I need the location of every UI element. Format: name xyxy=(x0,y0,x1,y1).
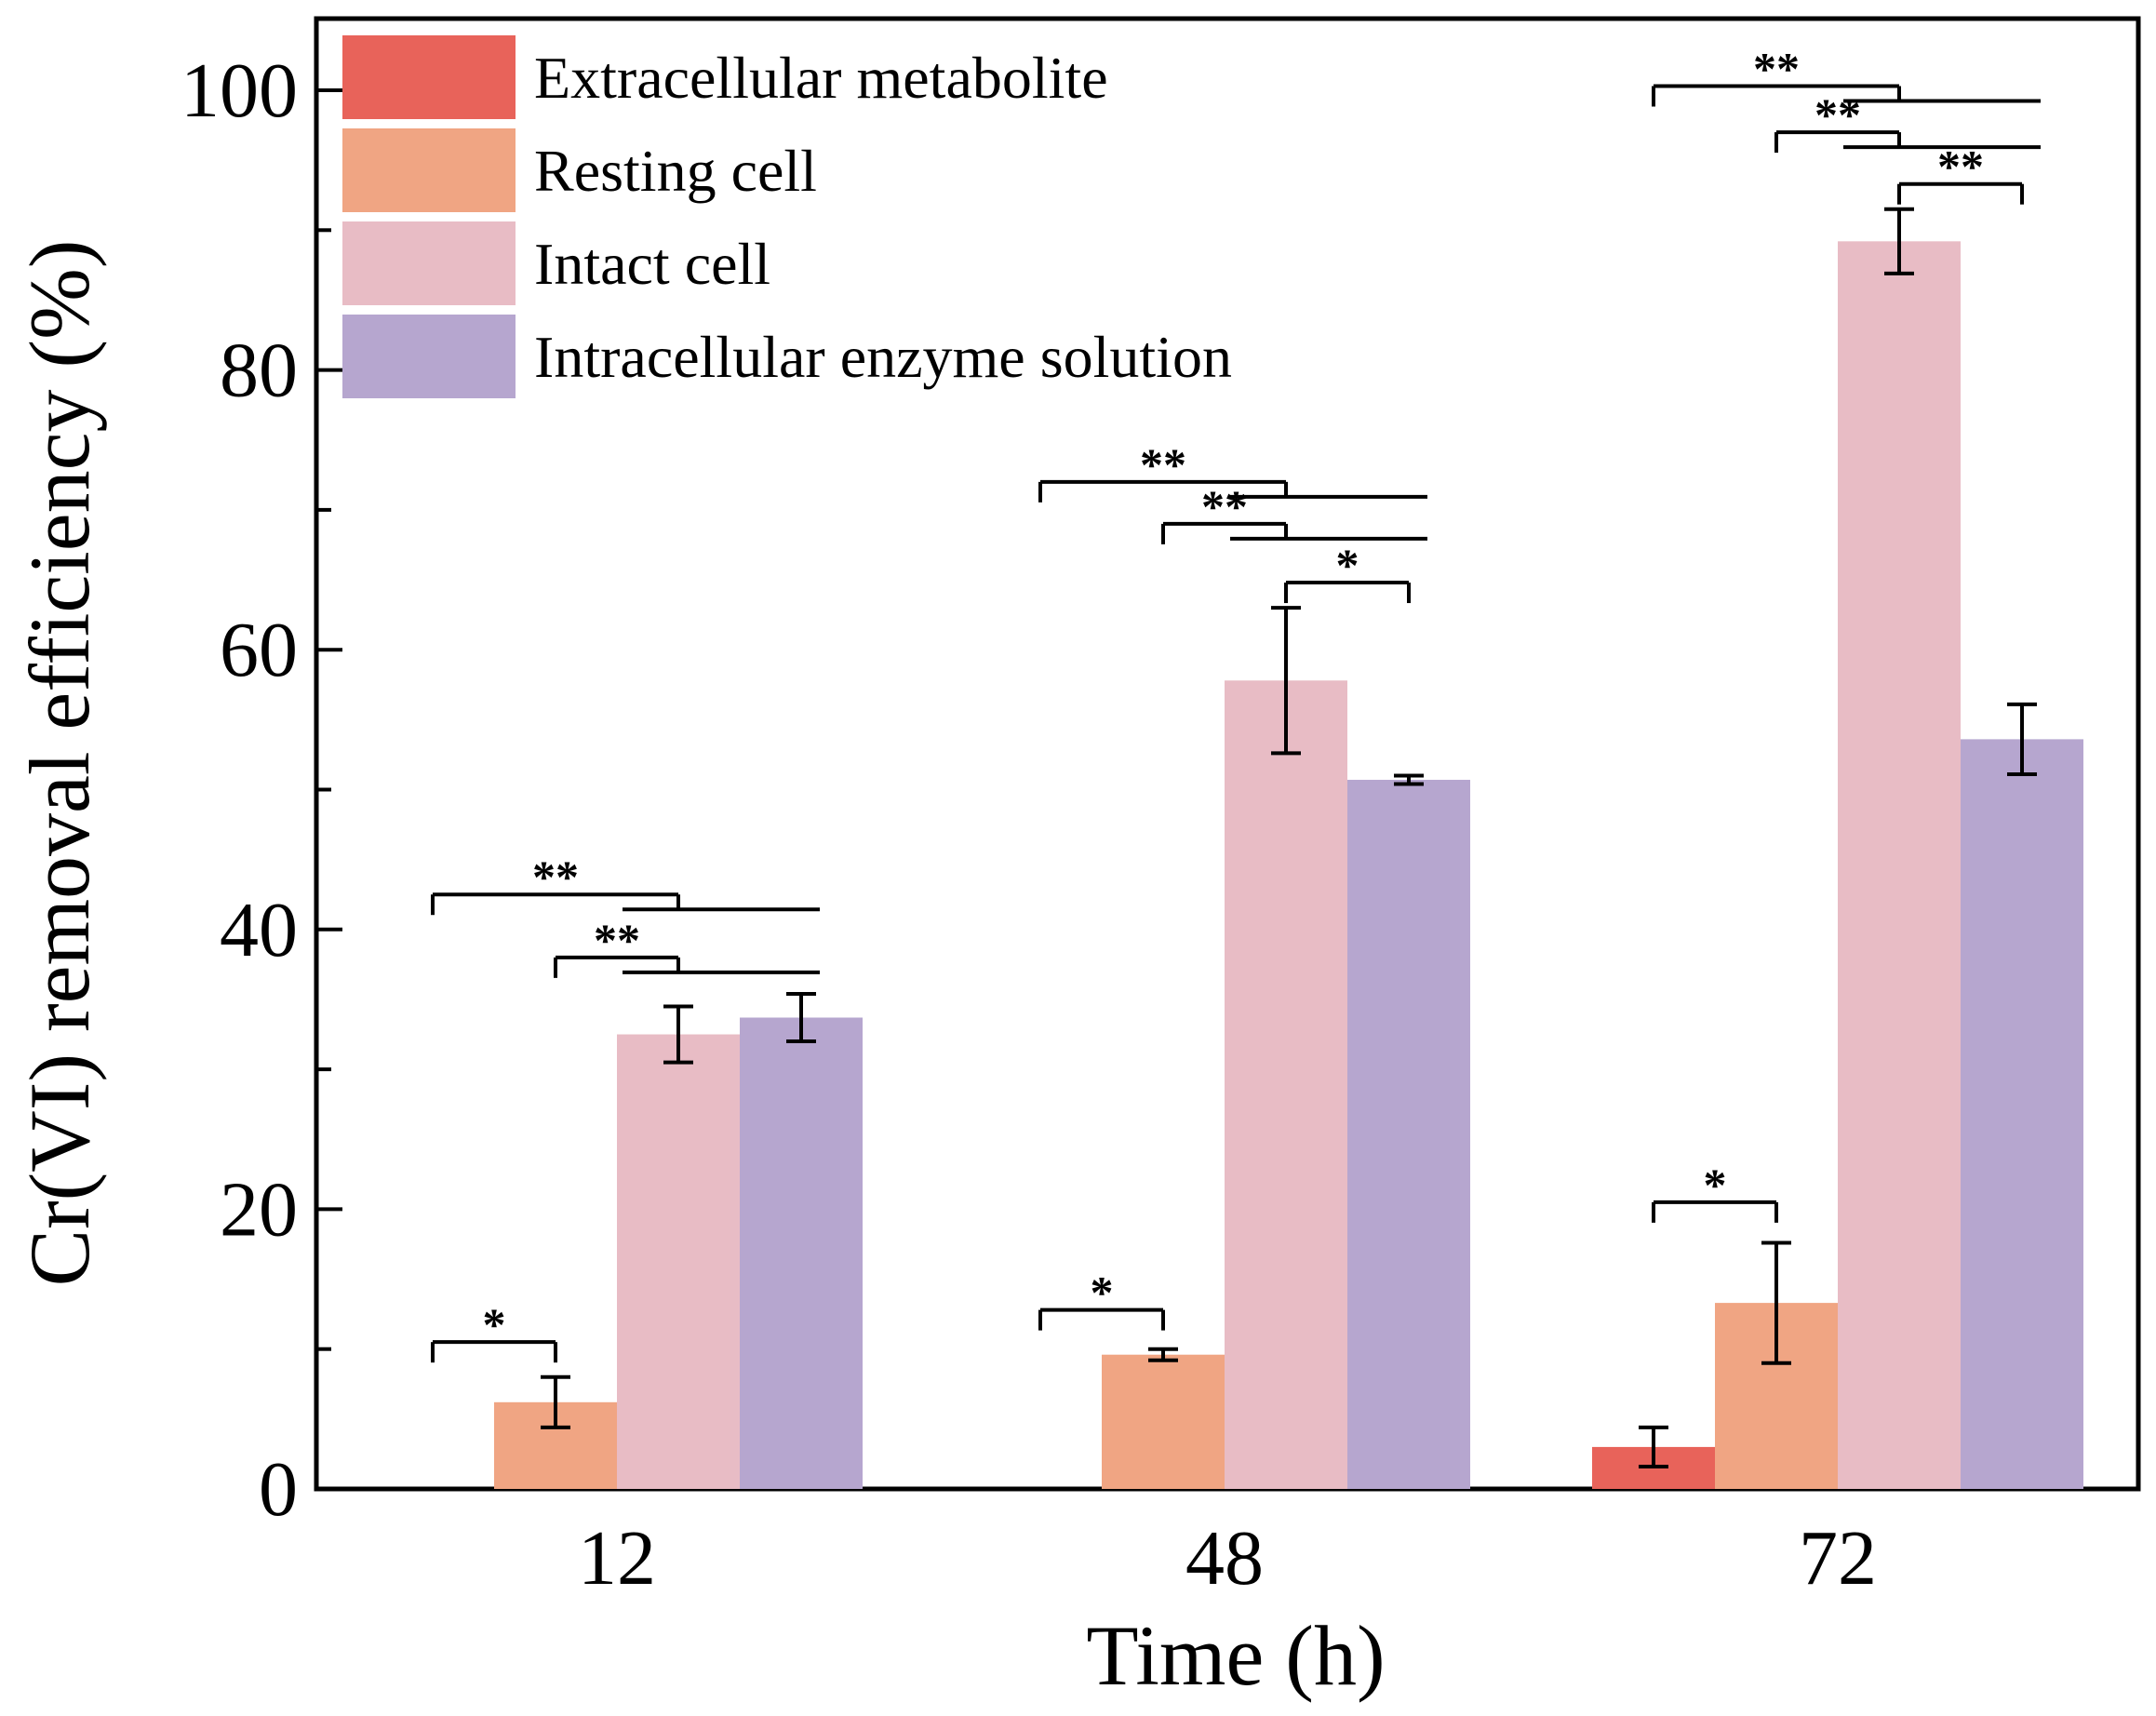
bar-intracellular-enzyme-solution-72 xyxy=(1961,739,2083,1489)
bar-resting-cell-48 xyxy=(1102,1354,1225,1489)
error-bar xyxy=(1394,773,1424,786)
legend: Extracellular metabolite Resting cell Inta… xyxy=(342,35,1232,398)
legend-label: Intact cell xyxy=(534,231,770,297)
bar-intact-cell-12 xyxy=(617,1034,740,1489)
x-axis-title: Time (h) xyxy=(1086,1608,1385,1703)
y-tick-label: 80 xyxy=(220,328,298,414)
y-tick-label: 20 xyxy=(220,1166,298,1253)
significance-bracket xyxy=(1774,130,2041,154)
x-tick-label: 12 xyxy=(578,1515,656,1602)
significance-bracket xyxy=(1161,521,1427,544)
error-bar xyxy=(541,1374,570,1429)
significance-group: ****************** xyxy=(431,42,2041,1363)
error-bars-group xyxy=(541,207,2037,1468)
significance-label: ** xyxy=(594,914,640,966)
error-bar xyxy=(786,991,816,1044)
error-bar xyxy=(663,1004,693,1065)
x-tick-label: 48 xyxy=(1185,1515,1264,1602)
bar-intracellular-enzyme-solution-48 xyxy=(1347,779,1470,1489)
significance-label: ** xyxy=(532,851,579,903)
error-bar xyxy=(2007,702,2037,776)
y-tick-label: 40 xyxy=(220,887,298,973)
y-tick-label: 60 xyxy=(220,607,298,693)
significance-label: ** xyxy=(1201,480,1248,532)
error-bar xyxy=(1148,1347,1178,1362)
error-bar xyxy=(1761,1240,1791,1365)
significance-bracket xyxy=(1652,1200,1778,1223)
significance-label: ** xyxy=(1753,42,1800,94)
bar-intracellular-enzyme-solution-12 xyxy=(740,1017,863,1489)
significance-label: * xyxy=(1091,1267,1114,1319)
significance-bracket xyxy=(554,955,820,978)
legend-label: Extracellular metabolite xyxy=(534,45,1108,111)
y-tick-label: 100 xyxy=(181,47,298,134)
significance-bracket xyxy=(1038,479,1427,503)
y-axis-title: Cr(VI) removal efficiency (%) xyxy=(12,240,107,1287)
legend-label: Resting cell xyxy=(534,138,817,204)
legend-swatch xyxy=(342,128,516,212)
significance-label: ** xyxy=(1140,438,1186,490)
y-tick-label: 0 xyxy=(259,1446,298,1533)
significance-bracket xyxy=(431,1340,557,1363)
significance-bracket xyxy=(1897,181,2024,205)
bar-intact-cell-48 xyxy=(1225,680,1347,1489)
error-bar xyxy=(1639,1425,1668,1468)
x-tick-label: 72 xyxy=(1799,1515,1877,1602)
significance-label: * xyxy=(1336,539,1359,591)
significance-label: * xyxy=(1704,1159,1727,1211)
legend-label: Intracellular enzyme solution xyxy=(534,324,1232,390)
significance-label: ** xyxy=(1937,141,1984,193)
significance-label: * xyxy=(483,1298,506,1350)
legend-swatch xyxy=(342,315,516,398)
error-bar xyxy=(1884,207,1914,275)
legend-swatch xyxy=(342,221,516,305)
bar-intact-cell-72 xyxy=(1838,241,1961,1490)
legend-swatch xyxy=(342,35,516,119)
significance-bracket xyxy=(1284,581,1411,604)
significance-label: ** xyxy=(1815,88,1861,141)
significance-bracket xyxy=(1652,84,2041,107)
significance-bracket xyxy=(1038,1307,1165,1331)
significance-bracket xyxy=(431,892,820,916)
bars-group xyxy=(494,241,2083,1490)
error-bar xyxy=(1271,606,1301,756)
